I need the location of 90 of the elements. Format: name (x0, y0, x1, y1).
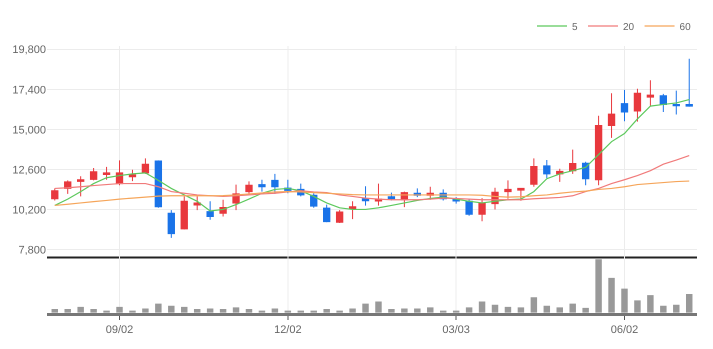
bar (401, 308, 408, 313)
candlestick (76, 176, 84, 197)
candlestick (569, 149, 576, 174)
y-tick-label: 15,000 (12, 124, 46, 136)
candlestick (258, 179, 266, 192)
candlestick (323, 204, 330, 223)
candlestick (51, 188, 58, 201)
legend-label: 5 (572, 22, 578, 33)
bar (362, 304, 369, 313)
bar (168, 306, 175, 313)
candlestick (374, 183, 382, 206)
line-series (54, 99, 690, 212)
candlestick (608, 92, 616, 138)
bar (647, 295, 654, 313)
bar (155, 304, 162, 313)
line-series (54, 154, 690, 200)
y-tick-label: 12,600 (12, 164, 46, 176)
candlestick (362, 186, 370, 206)
y-tick-label: 17,400 (12, 84, 46, 96)
bar (90, 309, 97, 313)
candlestick (245, 180, 253, 194)
candlestick (168, 210, 175, 238)
bar (621, 288, 628, 313)
y-tick-label: 10,200 (12, 204, 46, 216)
bar (478, 302, 486, 313)
candlestick (517, 188, 525, 202)
bar (142, 308, 149, 313)
candlestick (530, 158, 538, 188)
bar (427, 307, 434, 313)
line-series (54, 180, 690, 206)
candlestick (478, 198, 486, 222)
candlestick (336, 210, 344, 224)
bar (52, 309, 58, 313)
candlestick (594, 115, 602, 186)
bar (181, 306, 188, 313)
bar (544, 306, 550, 313)
legend-label: 20 (623, 22, 635, 33)
bar (686, 294, 692, 313)
candlestick (180, 196, 188, 230)
bar (556, 307, 563, 313)
candlestick (194, 196, 201, 211)
legend-label: 60 (680, 22, 692, 33)
candlestick (206, 200, 214, 220)
candlestick (102, 166, 110, 180)
bar (608, 278, 615, 313)
bar (673, 304, 680, 313)
bar (466, 307, 472, 313)
bar (64, 309, 71, 313)
x-tick-label: 06/02 (610, 324, 638, 336)
y-tick-label: 19,800 (12, 44, 46, 56)
bar (194, 309, 200, 313)
candlestick (660, 93, 668, 112)
y-tick-label: 7,800 (18, 244, 46, 257)
candlestick (504, 180, 512, 200)
candlestick (154, 160, 162, 208)
candlestick (90, 168, 98, 181)
candlestick (672, 90, 680, 115)
candlestick (543, 160, 550, 179)
bar (504, 306, 512, 313)
bar (388, 309, 395, 313)
x-tick-label: 12/02 (274, 324, 302, 336)
candlestick (686, 58, 693, 108)
candlestick (348, 200, 356, 220)
x-tick-label: 09/02 (106, 324, 134, 336)
bar (634, 300, 641, 313)
bar (349, 308, 356, 313)
bar (582, 308, 589, 313)
candlestick (142, 158, 150, 174)
bar (414, 308, 421, 313)
candlestick (634, 88, 642, 122)
x-tick-label: 03/03 (442, 324, 470, 336)
bar (518, 307, 524, 313)
bar (375, 302, 382, 313)
bar (232, 307, 240, 313)
bar (323, 309, 330, 313)
candlestick (271, 173, 279, 194)
bar (569, 304, 576, 313)
candlestick (620, 89, 628, 122)
bar (272, 308, 278, 313)
bar (116, 306, 123, 313)
candlestick (465, 198, 473, 216)
bar (492, 304, 498, 313)
bar (660, 306, 667, 313)
bar (530, 297, 538, 313)
bar (206, 308, 214, 313)
bar (77, 306, 84, 313)
candlestick (646, 80, 654, 106)
bar (220, 309, 226, 313)
bar (595, 259, 602, 313)
candlestick (582, 161, 590, 186)
